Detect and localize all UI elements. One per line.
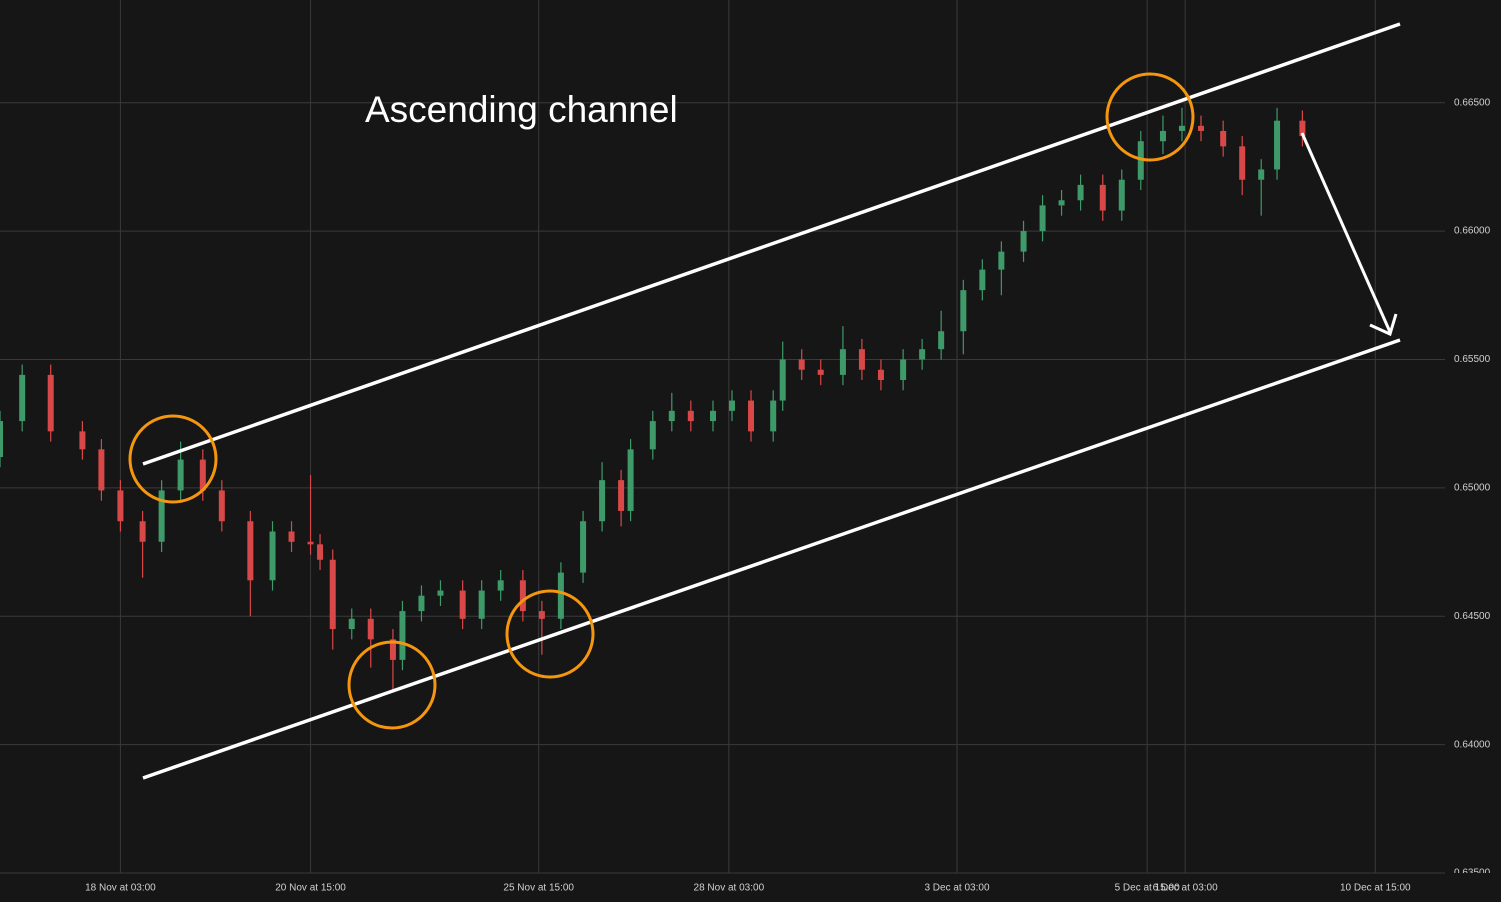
candle-body [98,449,105,491]
touch-circle [128,414,218,504]
candle-body [0,421,3,458]
candle-body [158,490,165,542]
candle-body [1239,146,1246,180]
y-tick-label: 0.64000 [1454,739,1491,750]
candle-body [1118,179,1125,211]
candle-body [399,611,406,660]
candle-body [1178,125,1185,131]
candle-body [1020,231,1027,252]
candle-body [269,531,276,581]
candle-body [729,400,736,411]
candle-body [1299,120,1306,137]
candle-body [618,480,625,511]
candle-body [1220,130,1227,147]
candle-body [1197,125,1204,131]
candle-body [117,490,124,522]
x-axis-area [0,873,1501,902]
candle-body [748,400,755,432]
candle-body [317,544,324,560]
candle-body [979,269,986,291]
candle-body [497,580,504,591]
touch-circle [1105,72,1195,162]
candle-body [649,421,656,450]
touch-circle [505,589,595,679]
x-tick-label: 18 Nov at 03:00 [85,883,156,894]
candle-body [877,369,884,381]
candle-body [709,410,716,422]
channel-upper [142,22,1401,466]
candle-body [858,349,865,370]
candle-body [1099,184,1106,211]
candle-body [960,290,967,332]
candle-body [770,400,777,432]
candle-body [1077,184,1084,201]
candle-body [47,374,54,432]
candle-body [580,521,587,573]
arrow-head [1369,313,1398,337]
candle-body [779,359,786,401]
y-tick-label: 0.65000 [1454,482,1491,493]
x-tick-label: 6 Dec at 03:00 [1153,883,1218,894]
candle-body [199,459,206,491]
candle-body [218,490,225,522]
y-tick-label: 0.64500 [1454,611,1491,622]
candle-body [139,521,146,542]
candle-body [307,541,314,545]
candle-body [288,531,295,542]
candle-body [247,521,254,581]
y-tick-label: 0.65500 [1454,354,1491,365]
arrow-shaft [1300,132,1392,333]
candle-body [798,359,805,370]
x-tick-label: 25 Nov at 15:00 [503,883,574,894]
x-tick-label: 5 Dec at 15:00 [1115,883,1180,894]
x-tick-label: 10 Dec at 15:00 [1340,883,1411,894]
candle-body [389,639,396,660]
candle-body [177,459,184,491]
x-tick-label: 3 Dec at 03:00 [924,883,989,894]
candle-body [478,590,485,619]
x-tick-label: 20 Nov at 15:00 [275,883,346,894]
candle-body [1039,205,1046,232]
candle-body [79,431,86,450]
candle-body [998,251,1005,270]
candle-body [599,480,606,522]
candle-body [1159,130,1166,142]
candle-body [687,410,694,422]
candle-body [1058,200,1065,206]
annotations: Ascending channel [128,22,1401,780]
y-axis-area [1445,0,1501,902]
candle-body [1274,120,1281,170]
candle-body [519,580,526,612]
candle-body [348,618,355,630]
chart-title: Ascending channel [365,89,678,130]
candle-body [557,572,564,619]
candle-body [459,590,466,619]
candle-body [538,611,545,619]
candle-body [329,559,336,630]
candle-body [919,349,926,360]
x-tick-label: 28 Nov at 03:00 [694,883,765,894]
candle-body [418,595,425,612]
candle-body [668,410,675,422]
candle-body [938,331,945,350]
y-tick-label: 0.66500 [1454,97,1491,108]
candle-body [817,369,824,375]
y-tick-label: 0.66000 [1454,226,1491,237]
candle-body [437,590,444,596]
candle-body [19,374,26,422]
candle-body [1258,169,1265,180]
candle-body [627,449,634,511]
touch-circle [347,640,437,730]
candle-body [367,618,374,640]
candle-body [839,349,846,375]
candle-body [900,359,907,381]
